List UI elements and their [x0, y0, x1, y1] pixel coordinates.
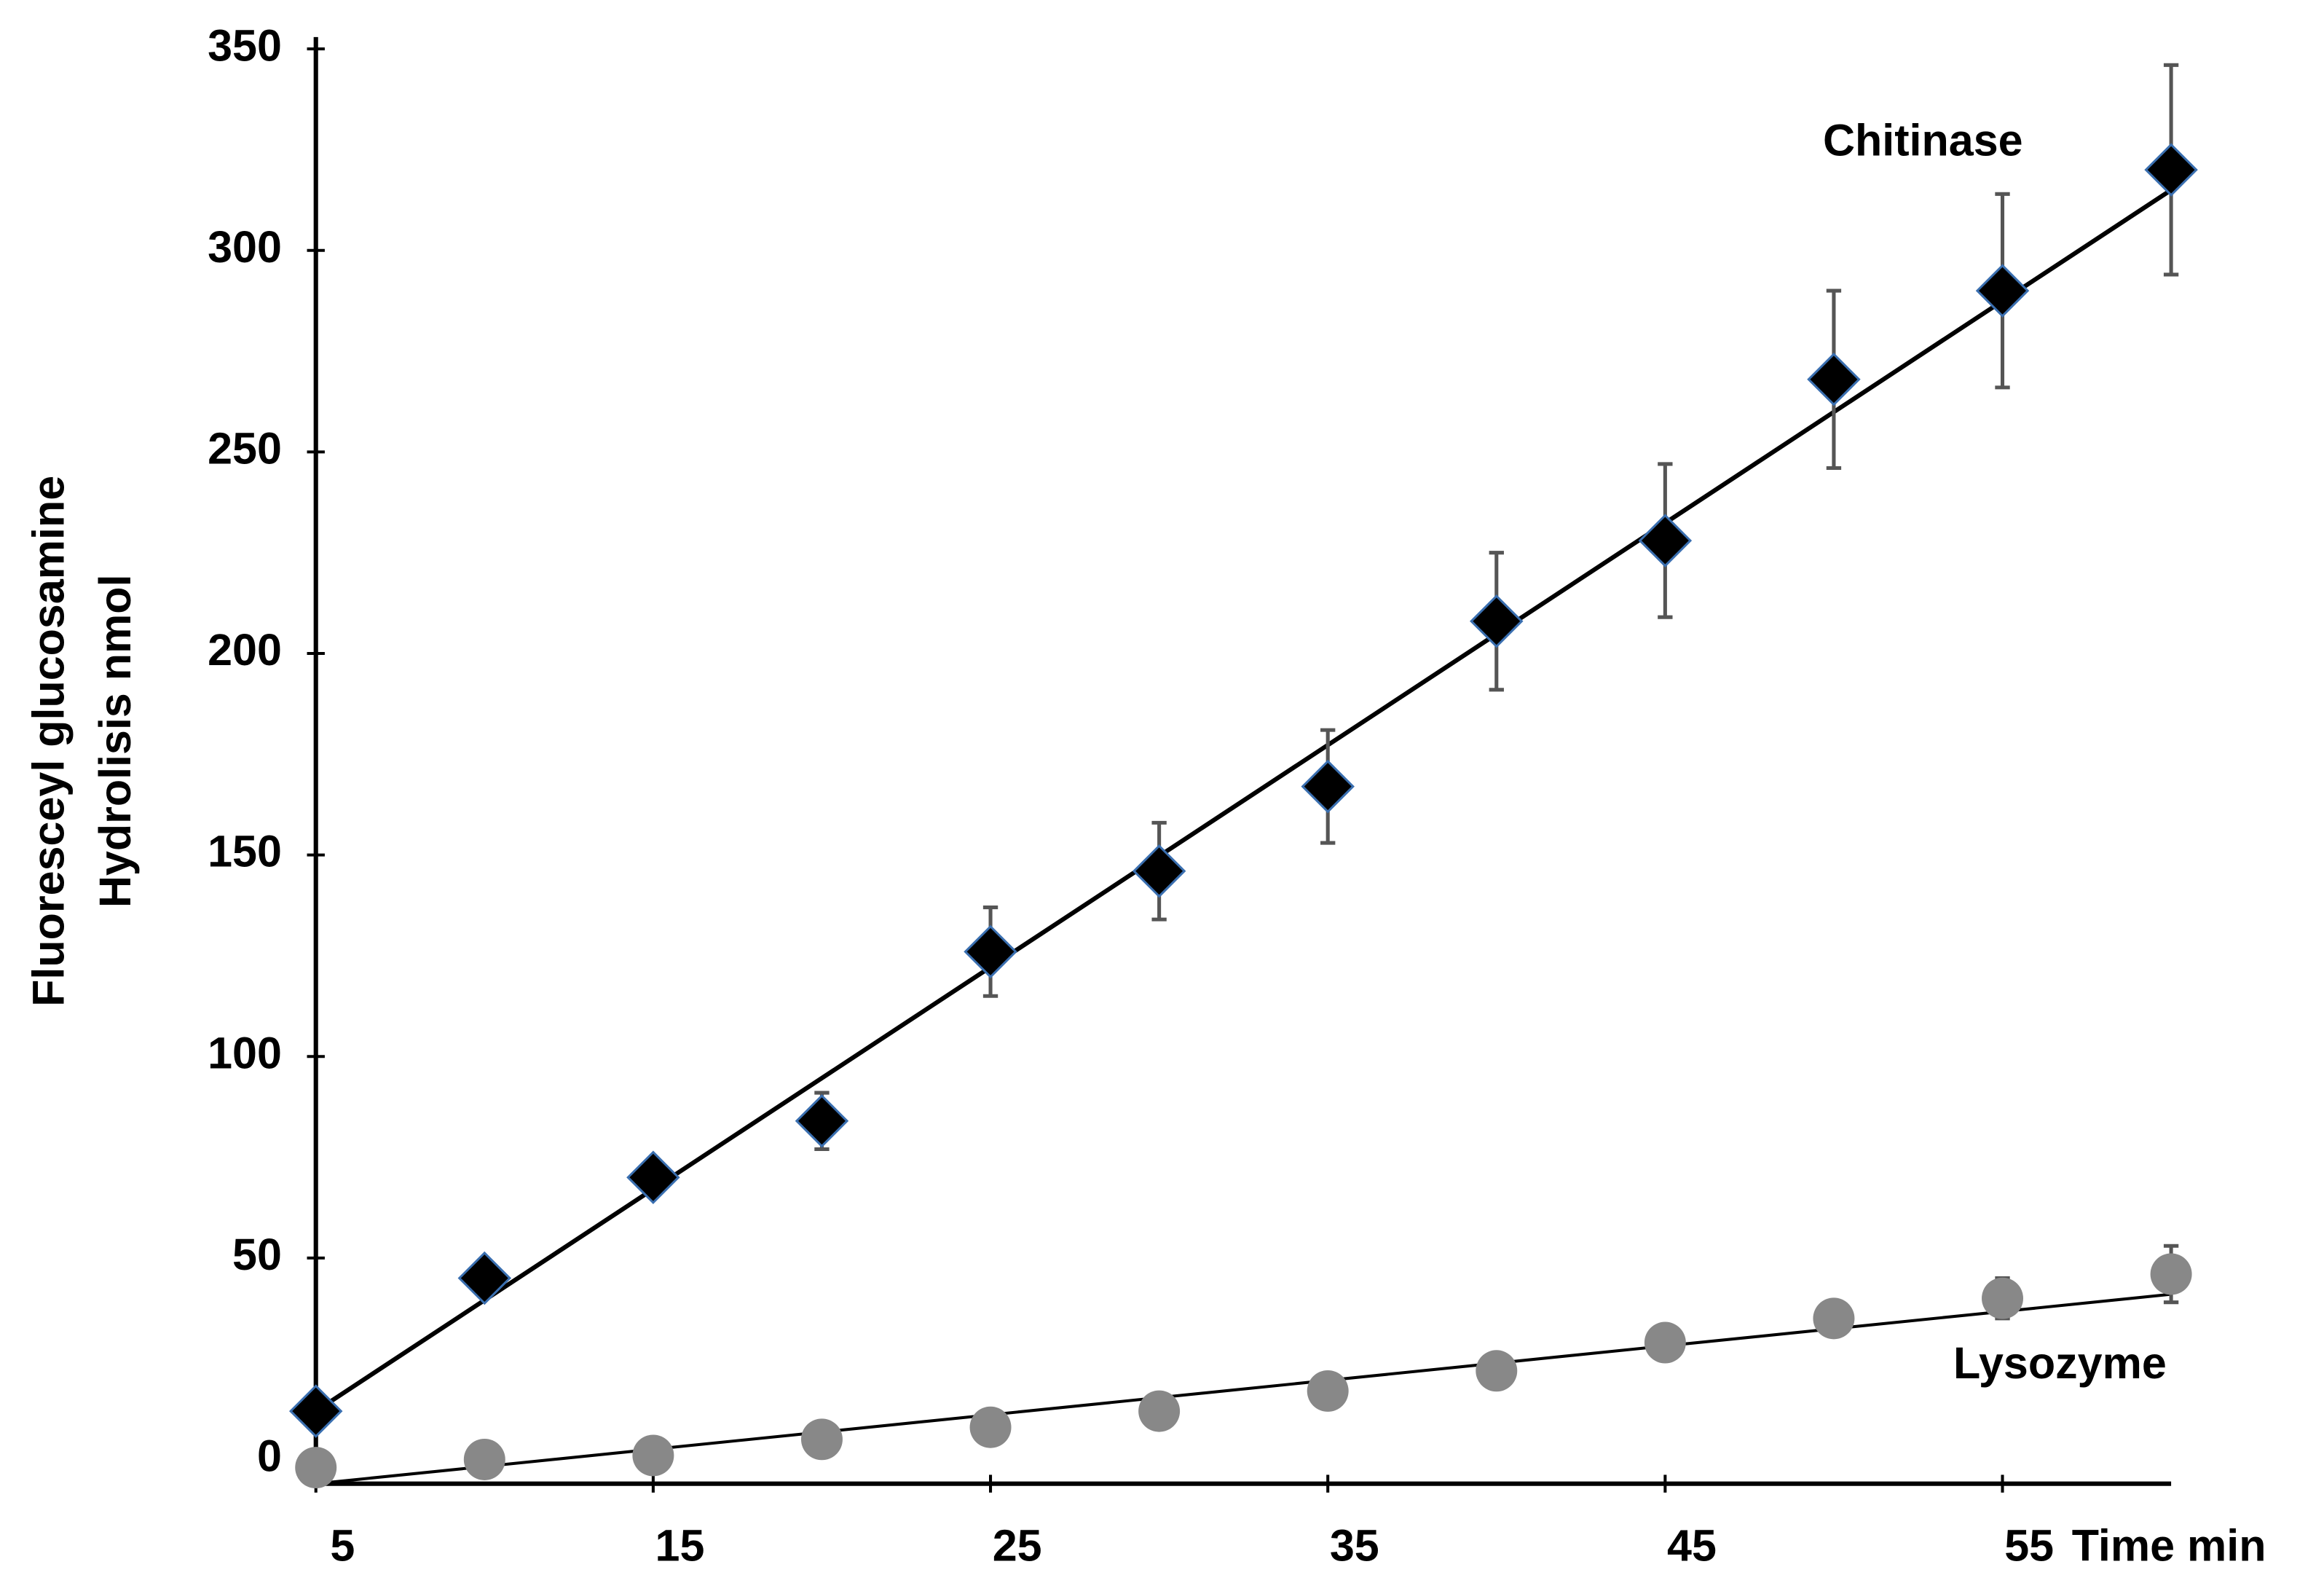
series-label: Chitinase: [1823, 115, 2023, 165]
marker: [964, 924, 1017, 979]
y-tick-label: 50: [232, 1230, 282, 1279]
marker: [457, 1251, 512, 1305]
fit-line: [315, 1292, 2172, 1485]
marker: [1975, 264, 2030, 318]
marker: [1644, 1321, 1686, 1364]
marker: [1470, 594, 1524, 648]
x-tick-label: 5: [330, 1520, 355, 1570]
marker: [1132, 844, 1186, 898]
marker: [969, 1406, 1012, 1448]
y-tick-label: 0: [257, 1431, 282, 1481]
marker: [1307, 1370, 1349, 1412]
x-title: Time min: [2072, 1520, 2266, 1570]
marker: [1476, 1350, 1518, 1392]
y-tick-label: 150: [208, 827, 282, 876]
x-tick-label: 55: [2004, 1520, 2054, 1570]
marker: [1138, 1390, 1181, 1432]
fit-line: [315, 188, 2173, 1413]
y-tick-label: 350: [208, 20, 282, 70]
y-title-line: Fluoresceyl glucosamine: [24, 476, 74, 1007]
marker: [1813, 1297, 1855, 1340]
y-title: Fluoresceyl glucosamine Hydrolisis nmol: [24, 476, 141, 1007]
marker: [626, 1150, 680, 1204]
marker: [1301, 759, 1355, 814]
marker: [288, 1384, 343, 1438]
marker: [295, 1447, 337, 1489]
x-tick-label: 45: [1667, 1520, 1717, 1570]
marker: [1982, 1277, 2023, 1319]
y-tick-label: 300: [208, 222, 282, 272]
y-title-line: Hydrolisis nmol: [90, 574, 140, 908]
x-tick-label: 15: [655, 1520, 705, 1570]
x-tick-label: 35: [1330, 1520, 1379, 1570]
y-tick-label: 100: [208, 1028, 282, 1077]
marker: [1638, 514, 1693, 567]
x-tick-label: 25: [993, 1520, 1042, 1570]
y-tick-label: 250: [208, 424, 282, 474]
marker: [2150, 1253, 2192, 1295]
marker: [632, 1434, 674, 1477]
marker: [2144, 143, 2198, 197]
marker: [800, 1418, 843, 1461]
marker: [795, 1094, 849, 1148]
marker: [1807, 353, 1861, 406]
y-tick-label: 200: [208, 625, 282, 675]
series-label: Lysozyme: [1953, 1338, 2167, 1388]
marker: [463, 1438, 505, 1480]
